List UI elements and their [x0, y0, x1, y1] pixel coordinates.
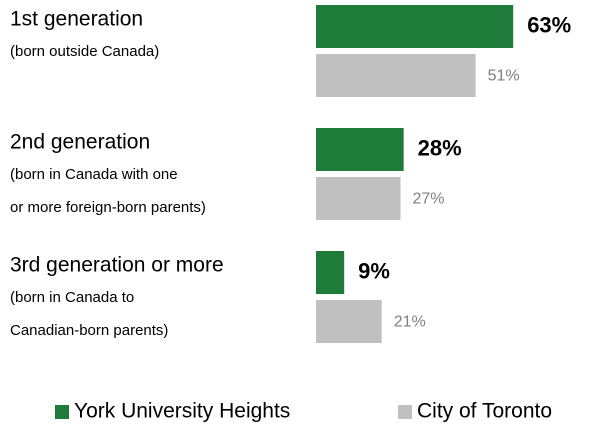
legend-swatch	[55, 405, 69, 419]
category-note: Canadian-born parents)	[10, 322, 168, 339]
bar	[316, 177, 401, 220]
legend-label: York University Heights	[74, 400, 290, 423]
value-label: 21%	[394, 314, 426, 331]
category-note: (born outside Canada)	[10, 43, 159, 60]
category-label: 1st generation	[10, 8, 143, 31]
value-label: 9%	[358, 258, 390, 283]
value-label: 63%	[527, 12, 571, 37]
category-label: 3rd generation or more	[10, 254, 224, 277]
bar	[316, 300, 382, 343]
category-label: 2nd generation	[10, 131, 150, 154]
value-label: 27%	[413, 191, 445, 208]
value-label: 51%	[488, 68, 520, 85]
legend-swatch	[398, 405, 412, 419]
category-note: or more foreign-born parents)	[10, 199, 206, 216]
value-label: 28%	[418, 135, 462, 160]
bar	[316, 128, 404, 171]
legend-label: City of Toronto	[417, 400, 552, 423]
bar	[316, 5, 514, 48]
bar	[316, 54, 476, 97]
category-note: (born in Canada to	[10, 289, 134, 306]
bar	[316, 251, 345, 294]
category-note: (born in Canada with one	[10, 166, 178, 183]
